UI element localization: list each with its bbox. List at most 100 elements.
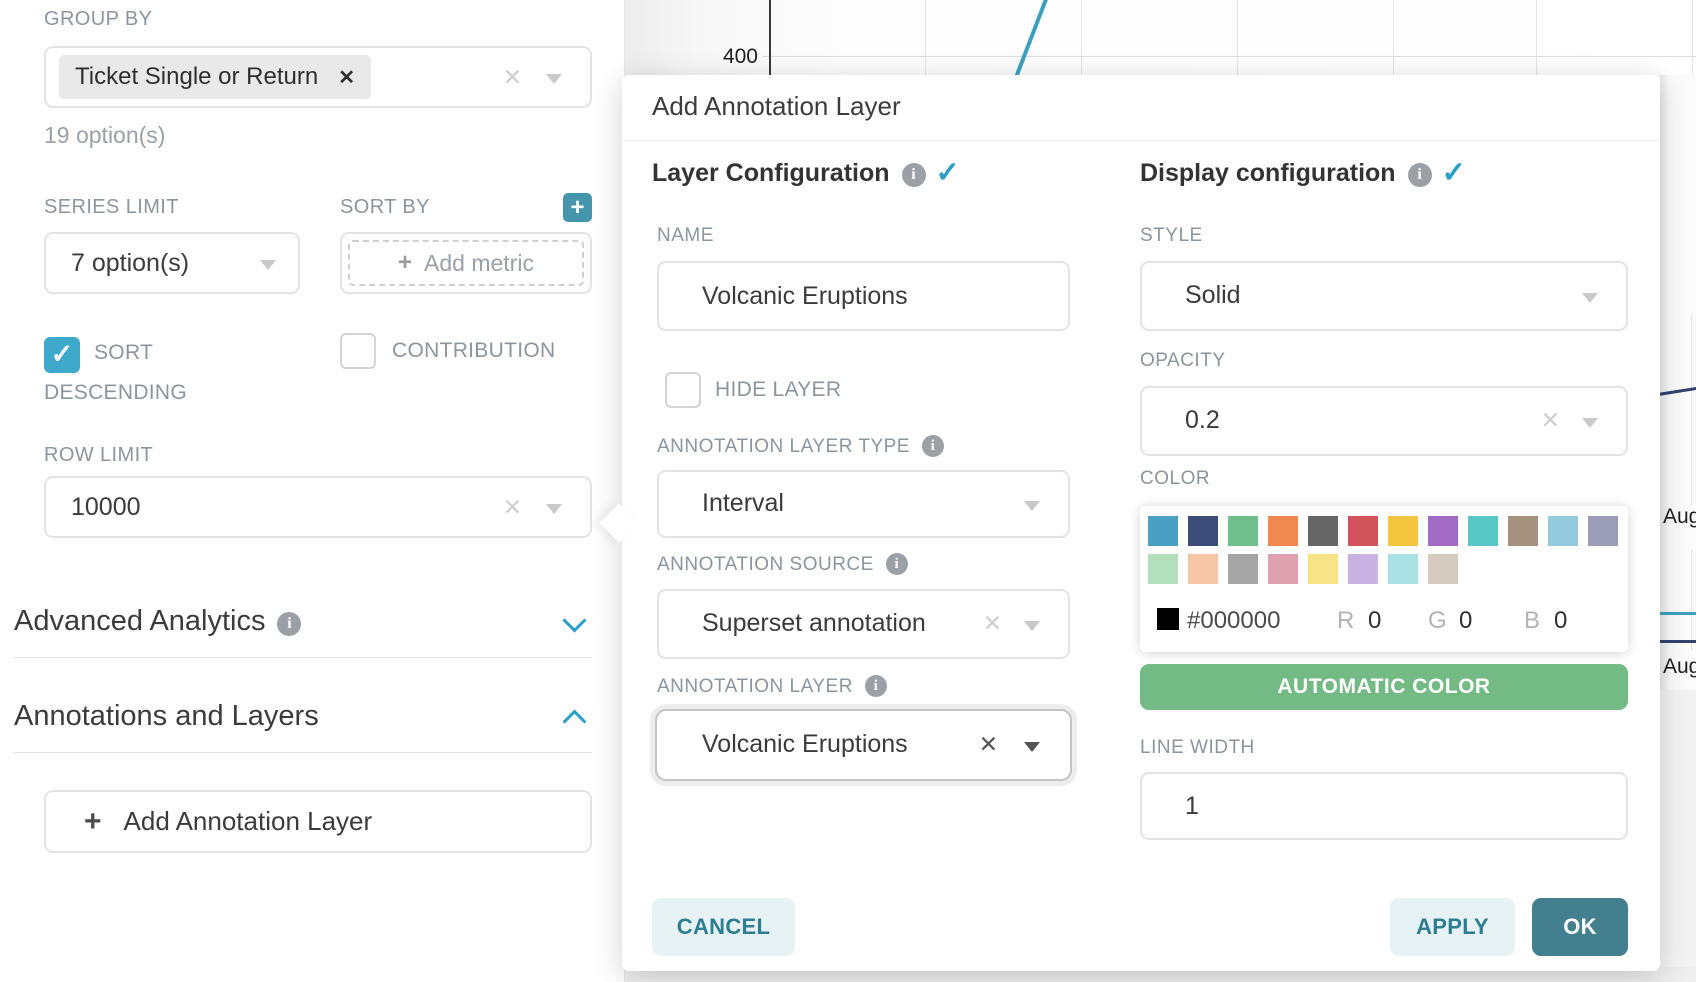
chart-right-strip: Aug Aug [1660, 75, 1696, 982]
sort-descending-checkbox[interactable]: ✓ [44, 336, 80, 373]
line-width-label: LINE WIDTH [1140, 737, 1255, 758]
section-divider [13, 657, 592, 658]
remove-tag-icon[interactable]: ✕ [338, 66, 355, 89]
g-value[interactable]: 0 [1459, 607, 1473, 634]
chevron-down-icon[interactable] [260, 260, 276, 270]
color-swatch[interactable] [1268, 516, 1298, 546]
clear-icon[interactable]: ✕ [502, 494, 522, 520]
opacity-select[interactable]: 0.2 ✕ [1140, 386, 1628, 456]
color-swatch-row-2 [1148, 554, 1458, 584]
info-icon[interactable]: i [277, 612, 302, 636]
color-swatch[interactable] [1428, 516, 1458, 546]
b-label: B [1524, 607, 1541, 634]
layer-configuration-heading: Layer Configuration i ✓ [652, 155, 960, 190]
series-limit-label: SERIES LIMIT [44, 196, 179, 218]
color-swatch[interactable] [1148, 554, 1178, 584]
style-label: STYLE [1140, 225, 1203, 246]
contribution-checkbox[interactable] [340, 333, 376, 369]
chevron-down-icon[interactable] [1024, 501, 1040, 511]
ok-button[interactable]: OK [1532, 898, 1628, 956]
b-value[interactable]: 0 [1554, 607, 1568, 634]
row-limit-select[interactable]: 10000 ✕ [44, 476, 592, 538]
valid-check-icon: ✓ [935, 157, 960, 189]
info-icon[interactable]: i [901, 163, 926, 187]
chart-series-line [1660, 640, 1696, 643]
chevron-down-icon[interactable] [546, 74, 562, 84]
clear-icon[interactable]: ✕ [502, 64, 522, 90]
color-swatch[interactable] [1508, 516, 1538, 546]
annotations-layers-section[interactable]: Annotations and Layers [14, 700, 319, 733]
color-swatch[interactable] [1308, 516, 1338, 546]
color-swatch[interactable] [1228, 516, 1258, 546]
annotation-layer-text: ANNOTATION LAYER [657, 676, 853, 697]
name-input[interactable] [657, 261, 1070, 331]
color-swatch[interactable] [1308, 554, 1338, 584]
popover-shadow-edge [1660, 75, 1670, 982]
add-annotation-layer-button[interactable]: + Add Annotation Layer [44, 790, 592, 853]
color-swatch[interactable] [1268, 554, 1298, 584]
chart-gridline [1536, 0, 1537, 75]
group-by-tag-label: Ticket Single or Return [75, 63, 319, 90]
opacity-value: 0.2 [1185, 406, 1220, 434]
popover-header-divider [622, 140, 1660, 141]
add-metric-dropzone[interactable]: + Add metric [348, 240, 584, 286]
series-limit-select[interactable]: 7 option(s) [44, 232, 300, 294]
color-swatch[interactable] [1348, 554, 1378, 584]
display-configuration-heading: Display configuration i ✓ [1140, 155, 1466, 190]
plus-icon: + [398, 249, 413, 276]
style-select[interactable]: Solid [1140, 261, 1628, 331]
color-swatch[interactable] [1428, 554, 1458, 584]
r-value[interactable]: 0 [1368, 607, 1382, 634]
plus-icon: + [84, 804, 102, 838]
chevron-down-icon[interactable] [546, 504, 562, 514]
clear-icon[interactable]: ✕ [982, 610, 1002, 636]
group-by-select[interactable]: Ticket Single or Return ✕ ✕ [44, 46, 592, 108]
valid-check-icon: ✓ [1441, 157, 1466, 189]
color-swatch[interactable] [1468, 516, 1498, 546]
row-limit-value: 10000 [71, 493, 141, 521]
add-metric-plus-button[interactable]: + [563, 193, 592, 222]
clear-icon[interactable]: ✕ [1540, 407, 1560, 433]
color-swatch[interactable] [1388, 516, 1418, 546]
info-icon[interactable]: i [921, 435, 944, 457]
chevron-up-icon[interactable] [562, 709, 587, 734]
color-swatch[interactable] [1188, 554, 1218, 584]
section-divider [13, 752, 592, 753]
r-label: R [1337, 607, 1355, 634]
info-icon[interactable]: i [885, 553, 908, 575]
chevron-down-icon[interactable] [1582, 418, 1598, 428]
apply-button[interactable]: APPLY [1390, 898, 1515, 956]
chart-gridline [925, 0, 926, 75]
color-swatch[interactable] [1228, 554, 1258, 584]
color-swatch-row-1 [1148, 516, 1618, 546]
color-swatch[interactable] [1388, 554, 1418, 584]
hide-layer-checkbox[interactable] [665, 372, 701, 408]
automatic-color-button[interactable]: AUTOMATIC COLOR [1140, 664, 1628, 710]
cancel-button[interactable]: CANCEL [652, 898, 795, 956]
color-swatch[interactable] [1588, 516, 1618, 546]
name-label: NAME [657, 225, 714, 246]
group-by-selected-tag[interactable]: Ticket Single or Return ✕ [59, 55, 371, 99]
chevron-down-icon[interactable] [1024, 621, 1040, 631]
y-axis-tick-400: 400 [722, 45, 758, 68]
advanced-analytics-section[interactable]: Advanced Analytics i [14, 605, 302, 638]
color-swatch[interactable] [1148, 516, 1178, 546]
style-value: Solid [1185, 281, 1241, 309]
color-swatch[interactable] [1188, 516, 1218, 546]
info-icon[interactable]: i [1407, 163, 1432, 187]
chevron-down-icon[interactable] [1024, 742, 1040, 752]
clear-icon[interactable]: ✕ [978, 731, 998, 757]
color-swatch[interactable] [1548, 516, 1578, 546]
annotation-layer-select[interactable]: Volcanic Eruptions ✕ [655, 709, 1072, 781]
annotation-source-select[interactable]: Superset annotation ✕ [657, 589, 1070, 659]
annotation-layer-type-select[interactable]: Interval [657, 470, 1070, 538]
line-width-input[interactable] [1140, 772, 1628, 840]
color-swatch[interactable] [1348, 516, 1378, 546]
annotation-source-text: ANNOTATION SOURCE [657, 554, 874, 575]
info-icon[interactable]: i [864, 675, 887, 697]
chevron-down-icon[interactable] [1582, 293, 1598, 303]
chevron-down-icon[interactable] [562, 608, 587, 633]
annotation-layer-type-value: Interval [702, 489, 784, 517]
sort-by-metric-box[interactable]: + Add metric [340, 232, 592, 294]
hex-value[interactable]: #000000 [1187, 607, 1281, 634]
